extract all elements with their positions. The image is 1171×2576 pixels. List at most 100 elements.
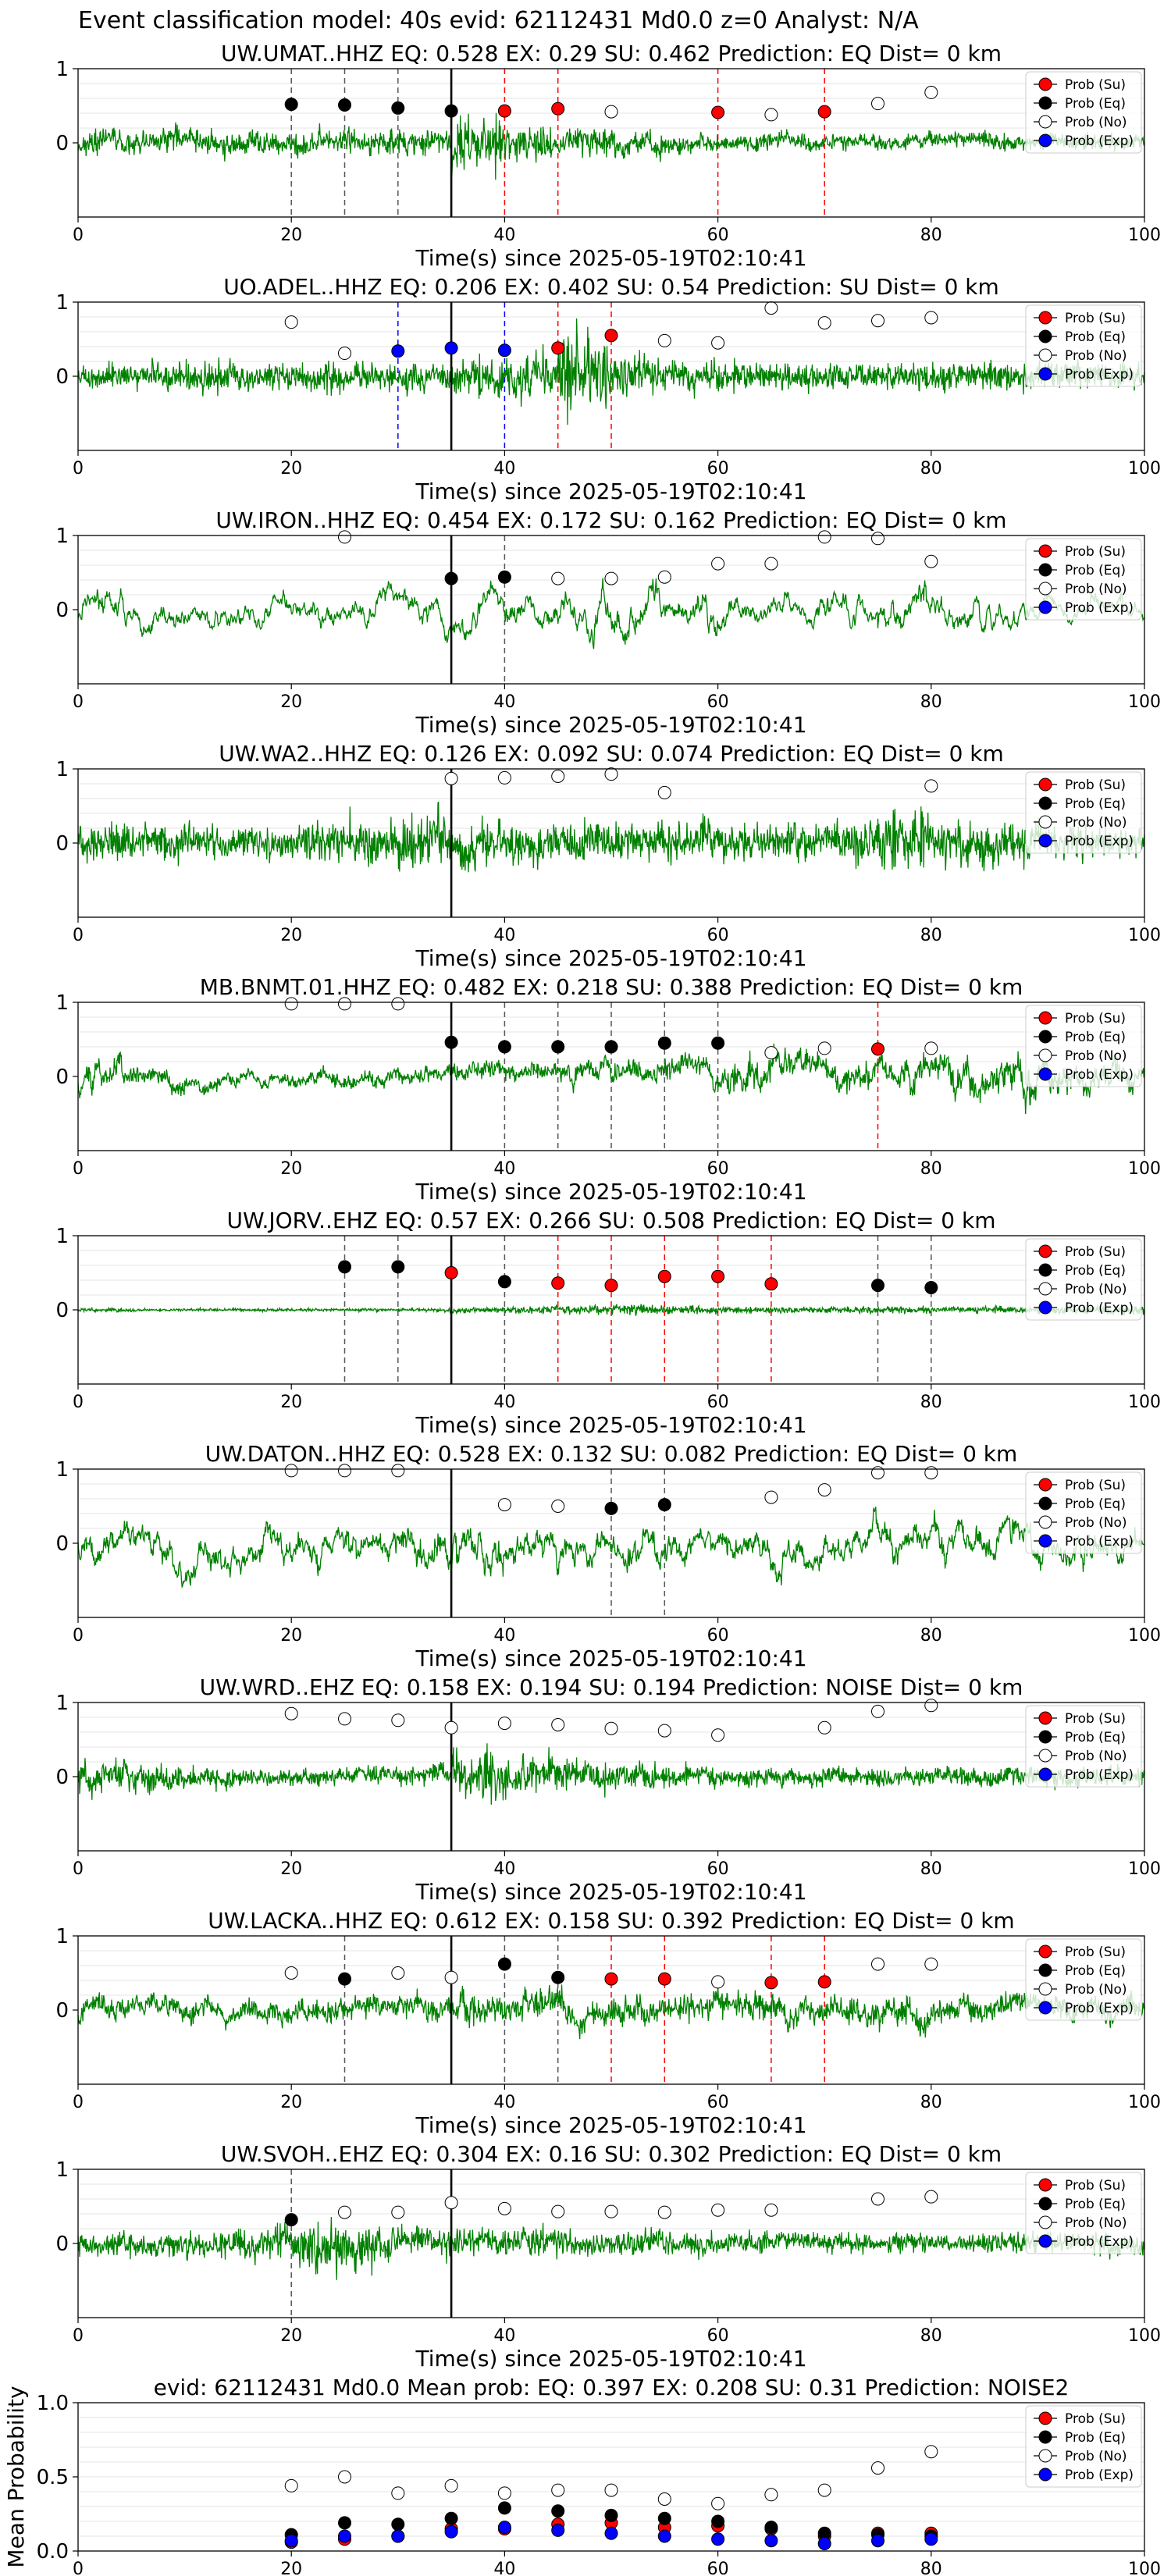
mean-prob-point-no — [764, 2488, 778, 2502]
prob-point-su — [604, 1972, 618, 1986]
prob-point-no — [284, 315, 298, 329]
prob-point-eq — [924, 1281, 938, 1294]
x-tick-label: 40 — [493, 1393, 515, 1412]
station-title: UW.JORV..EHZ EQ: 0.57 EX: 0.266 SU: 0.50… — [226, 1208, 995, 1233]
y-axis-label: Mean Probability — [3, 2386, 29, 2567]
prob-point-no — [657, 333, 671, 347]
y-tick-label: 1 — [55, 1692, 69, 1715]
legend-label-eq: Prob (Eq) — [1065, 96, 1126, 112]
legend-marker-exp — [1038, 367, 1052, 381]
prob-point-no — [924, 1957, 938, 1971]
x-tick-label: 0 — [73, 1393, 84, 1412]
prob-point-no — [711, 336, 725, 350]
legend-label-su: Prob (Su) — [1065, 2178, 1126, 2194]
waveform-trace — [77, 1743, 1145, 1805]
x-tick-label: 60 — [707, 1159, 729, 1179]
mean-prob-point-no — [604, 2483, 618, 2497]
prob-point-no — [497, 770, 511, 785]
prob-point-no — [338, 1464, 351, 1478]
prob-point-no — [551, 1500, 565, 1513]
mean-prob-point-exp — [497, 2521, 511, 2535]
prob-point-eq — [284, 98, 298, 112]
x-tick-label: 80 — [920, 459, 942, 479]
mean-prob-point-exp — [444, 2524, 458, 2539]
x-tick-label: 20 — [280, 2560, 302, 2576]
waveform-trace — [77, 112, 1145, 180]
prob-point-no — [338, 347, 351, 361]
legend-label-no: Prob (No) — [1065, 1515, 1127, 1531]
x-tick-label: 100 — [1128, 1159, 1161, 1179]
prob-point-eq — [338, 98, 351, 112]
prob-point-eq — [551, 1040, 565, 1054]
station-panel: UW.WA2..HHZ EQ: 0.126 EX: 0.092 SU: 0.07… — [55, 741, 1161, 971]
x-tick-label: 80 — [920, 1159, 942, 1179]
prob-point-no — [817, 1720, 831, 1735]
prob-point-eq — [338, 1972, 351, 1986]
y-tick-label: 1.0 — [37, 2392, 69, 2415]
prob-point-su — [551, 341, 565, 355]
mean-prob-point-no — [871, 2461, 884, 2475]
x-tick-label: 100 — [1128, 926, 1161, 945]
legend-marker-eq — [1038, 2197, 1052, 2211]
x-axis-label: Time(s) since 2025-05-19T02:10:41 — [415, 245, 806, 271]
prob-point-su — [817, 1975, 831, 1989]
legend-marker-exp — [1038, 2001, 1052, 2015]
prob-point-eq — [391, 1260, 405, 1274]
mean-prob-point-exp — [871, 2534, 884, 2548]
mean-prob-point-eq — [391, 2517, 405, 2532]
station-title: UW.LACKA..HHZ EQ: 0.612 EX: 0.158 SU: 0.… — [208, 1908, 1014, 1934]
legend-marker-su — [1038, 311, 1052, 325]
legend-marker-no — [1038, 1515, 1052, 1529]
axes-frame — [77, 535, 1145, 685]
x-tick-label: 20 — [280, 459, 302, 479]
prob-point-su — [497, 104, 511, 118]
prob-point-no — [284, 1464, 298, 1478]
legend-marker-no — [1038, 1282, 1052, 1296]
prob-point-su — [764, 1277, 778, 1291]
x-tick-label: 20 — [280, 2093, 302, 2112]
legend-marker-no — [1038, 2215, 1052, 2229]
x-tick-label: 0 — [73, 1626, 84, 1646]
station-panel: UW.SVOH..EHZ EQ: 0.304 EX: 0.16 SU: 0.30… — [55, 2141, 1161, 2371]
legend: Prob (Su) Prob (Eq) Prob (No) Prob (Exp) — [1025, 2172, 1142, 2254]
y-tick-label: 0 — [55, 1066, 69, 1089]
prob-point-no — [871, 2192, 884, 2206]
x-tick-label: 100 — [1128, 226, 1161, 245]
legend-label-no: Prob (No) — [1065, 115, 1127, 130]
mean-prob-point-exp — [657, 2529, 671, 2543]
waveform-trace — [77, 1507, 1145, 1589]
x-tick-label: 20 — [280, 1626, 302, 1646]
mean-prob-point-no — [391, 2486, 405, 2500]
x-tick-label: 0 — [73, 2326, 84, 2346]
prob-point-no — [871, 1704, 884, 1718]
legend-marker-eq — [1038, 1963, 1052, 1977]
y-tick-label: 1 — [55, 758, 69, 781]
legend-label-su: Prob (Su) — [1065, 77, 1126, 93]
x-tick-label: 80 — [920, 926, 942, 945]
x-tick-label: 80 — [920, 2326, 942, 2346]
legend-marker-exp — [1038, 133, 1052, 148]
mean-prob-point-no — [924, 2445, 938, 2459]
mean-prob-point-exp — [764, 2534, 778, 2548]
mean-prob-point-exp — [711, 2532, 725, 2546]
prob-point-no — [391, 1713, 405, 1727]
legend: Prob (Su) Prob (Eq) Prob (No) Prob (Exp) — [1025, 1705, 1142, 1788]
legend-marker-exp — [1038, 1767, 1052, 1781]
y-tick-label: 0 — [55, 1766, 69, 1789]
y-tick-label: 0 — [55, 1999, 69, 2023]
x-tick-label: 60 — [707, 926, 729, 945]
legend: Prob (Su) Prob (Eq) Prob (No) Prob (Exp) — [1025, 1471, 1142, 1554]
station-panel: UO.ADEL..HHZ EQ: 0.206 EX: 0.402 SU: 0.5… — [55, 274, 1161, 504]
x-tick-label: 100 — [1128, 2560, 1161, 2576]
station-panel: UW.JORV..EHZ EQ: 0.57 EX: 0.266 SU: 0.50… — [55, 1208, 1161, 1438]
prob-point-no — [338, 1712, 351, 1726]
legend: Prob (Su) Prob (Eq) Prob (No) Prob (Exp) — [1025, 71, 1142, 154]
x-tick-label: 40 — [493, 2093, 515, 2112]
prob-point-no — [604, 2204, 618, 2218]
prob-point-eq — [338, 1260, 351, 1274]
prob-point-su — [817, 105, 831, 119]
legend-marker-no — [1038, 1982, 1052, 1996]
prob-point-no — [817, 316, 831, 330]
mean-prob-point-exp — [284, 2534, 298, 2548]
